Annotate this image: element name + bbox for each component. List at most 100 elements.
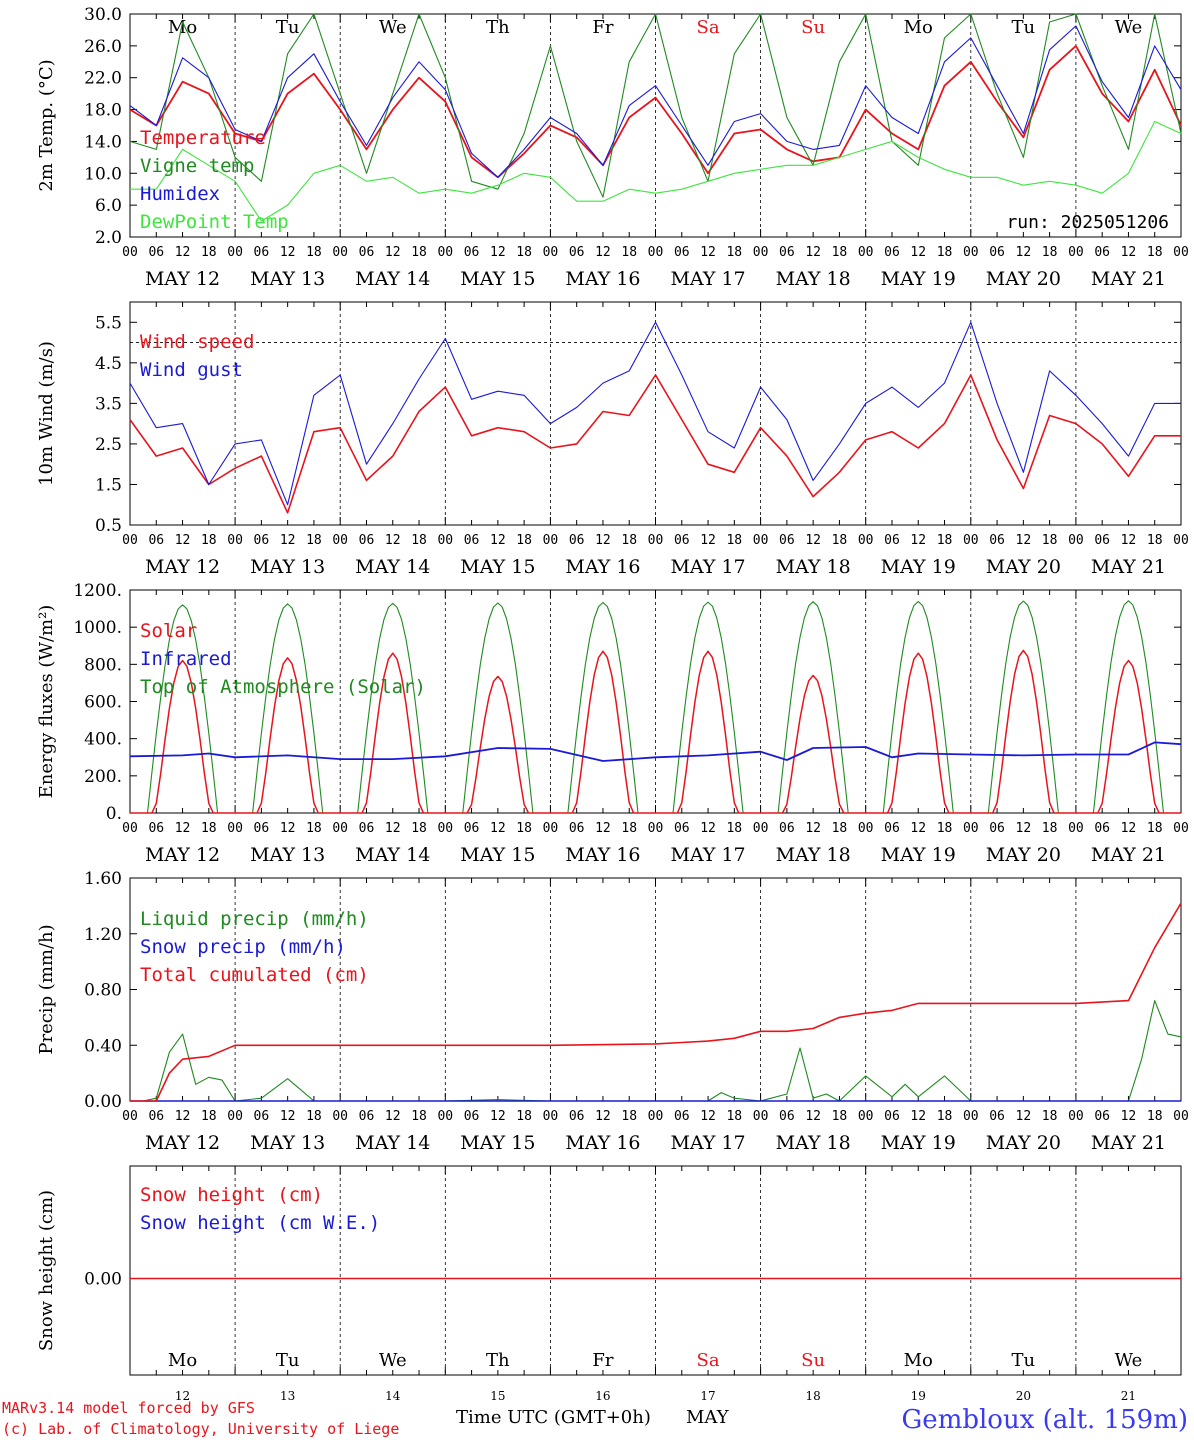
bottom-day-number: 13 (280, 1389, 295, 1403)
weekday-label: Th (486, 1350, 510, 1371)
y-axis-label: Energy fluxes (W/m²) (36, 605, 57, 799)
hour-tick-label: 00 (437, 1109, 453, 1124)
hour-tick-label: 06 (569, 245, 585, 260)
date-label: MAY 13 (250, 268, 325, 290)
hour-tick-label: 18 (306, 245, 322, 260)
hour-tick-label: 00 (1173, 245, 1189, 260)
hour-tick-label: 06 (779, 533, 795, 548)
y-tick-label: 1.20 (84, 925, 122, 945)
hour-tick-label: 00 (1068, 245, 1084, 260)
hour-tick-label: 18 (1147, 533, 1163, 548)
bottom-day-number: 20 (1016, 1389, 1031, 1403)
hour-tick-label: 18 (832, 533, 848, 548)
date-label: MAY 14 (355, 844, 430, 866)
hour-tick-label: 06 (674, 821, 690, 836)
series-wind-speed (129, 374, 1181, 514)
date-label: MAY 19 (881, 556, 956, 578)
hour-tick-label: 00 (543, 245, 559, 260)
hour-tick-label: 18 (937, 533, 953, 548)
hour-tick-label: 00 (753, 533, 769, 548)
legend-humidex: Humidex (140, 183, 220, 205)
hour-tick-label: 18 (621, 533, 637, 548)
hour-tick-label: 18 (937, 821, 953, 836)
panel-5: 0.00 Snow height (cm) Mo Tu We Th Fr Sa Su Mo Tu We… (36, 1165, 1182, 1403)
hour-tick-label: 00 (963, 245, 979, 260)
hour-tick-label: 18 (1042, 245, 1058, 260)
date-label: MAY 17 (670, 268, 745, 290)
y-tick-label: 0.80 (84, 981, 122, 1001)
y-tick-label: 2.5 (95, 435, 122, 455)
panel-frame (129, 301, 1182, 526)
hour-tick-label: 00 (227, 1109, 243, 1124)
bottom-day-number: 14 (385, 1389, 401, 1403)
bottom-day-number: 16 (595, 1389, 610, 1403)
y-tick-label: 0.00 (84, 1270, 122, 1290)
weekday-label: Su (801, 1350, 825, 1371)
hour-tick-label: 12 (490, 533, 506, 548)
y-tick-label: 6.0 (95, 196, 122, 216)
date-label: MAY 15 (460, 1132, 535, 1154)
y-tick-label: 600. (84, 693, 122, 713)
credits-line2: (c) Lab. of Climatology, University of L… (2, 1420, 399, 1438)
hour-tick-label: 00 (648, 533, 664, 548)
date-label: MAY 20 (986, 844, 1061, 866)
date-label: MAY 20 (986, 1132, 1061, 1154)
hour-tick-label: 06 (884, 533, 900, 548)
hour-tick-label: 18 (306, 821, 322, 836)
y-axis-label: Snow height (cm) (36, 1190, 57, 1351)
hour-tick-label: 00 (648, 1109, 664, 1124)
hour-tick-label: 12 (175, 821, 191, 836)
hour-tick-label: 12 (175, 533, 191, 548)
hour-tick-label: 00 (1068, 1109, 1084, 1124)
hour-tick-label: 18 (516, 821, 532, 836)
y-tick-label: 200. (84, 767, 122, 787)
y-tick-label: 400. (84, 730, 122, 750)
hour-tick-label: 18 (1042, 821, 1058, 836)
hour-tick-label: 18 (1147, 821, 1163, 836)
hour-tick-label: 06 (674, 533, 690, 548)
hour-tick-label: 06 (989, 533, 1005, 548)
hour-tick-label: 18 (726, 245, 742, 260)
hour-tick-label: 12 (1121, 1109, 1137, 1124)
hour-tick-label: 06 (254, 1109, 270, 1124)
hour-tick-label: 00 (437, 821, 453, 836)
y-tick-label: 0.5 (95, 516, 122, 536)
hour-tick-label: 06 (359, 1109, 375, 1124)
y-tick-label: 4.5 (95, 354, 122, 374)
hour-tick-label: 12 (910, 821, 926, 836)
hour-tick-label: 12 (595, 245, 611, 260)
hour-tick-label: 18 (621, 1109, 637, 1124)
hour-tick-label: 00 (122, 1109, 138, 1124)
legend-infrared: Infrared (140, 648, 232, 670)
weekday-label: Fr (592, 17, 613, 38)
date-label: MAY 13 (250, 1132, 325, 1154)
y-tick-label: 14.0 (84, 132, 122, 152)
panel-4: 0.00 0.40 0.80 1.20 1.60 Precip (mm/h) 00 06 12 1… (36, 869, 1189, 1154)
legend-solar: Solar (140, 620, 197, 642)
date-label: MAY 21 (1091, 844, 1166, 866)
panels: 2.0 6.0 10.0 14.0 18.0 22.0 26.0 30.0 2m Temp. (… (36, 5, 1189, 1403)
hour-tick-label: 18 (726, 533, 742, 548)
hour-tick-label: 00 (1173, 533, 1189, 548)
weekday-label: Sa (697, 1350, 720, 1371)
hour-tick-label: 12 (595, 1109, 611, 1124)
y-axis-label: Precip (mm/h) (36, 924, 57, 1054)
hour-tick-label: 06 (884, 245, 900, 260)
series-wind-gust (129, 321, 1181, 506)
hour-tick-label: 00 (332, 1109, 348, 1124)
hour-tick-label: 06 (148, 1109, 164, 1124)
hour-tick-label: 06 (254, 245, 270, 260)
weekday-label: We (379, 17, 407, 38)
legend-top-of-atmosphere-solar-: Top of Atmosphere (Solar) (140, 676, 426, 698)
date-label: MAY 19 (881, 268, 956, 290)
hour-tick-label: 12 (1016, 1109, 1032, 1124)
bottom-day-number: 18 (806, 1389, 821, 1403)
hour-tick-label: 18 (516, 245, 532, 260)
weekday-label: Tu (1012, 1350, 1036, 1371)
hour-tick-label: 00 (1068, 533, 1084, 548)
hour-tick-label: 06 (148, 533, 164, 548)
y-tick-label: 0.40 (84, 1036, 122, 1056)
hour-tick-label: 18 (516, 1109, 532, 1124)
run-annotation: run: 2025051206 (1006, 212, 1169, 233)
date-label: MAY 19 (881, 844, 956, 866)
